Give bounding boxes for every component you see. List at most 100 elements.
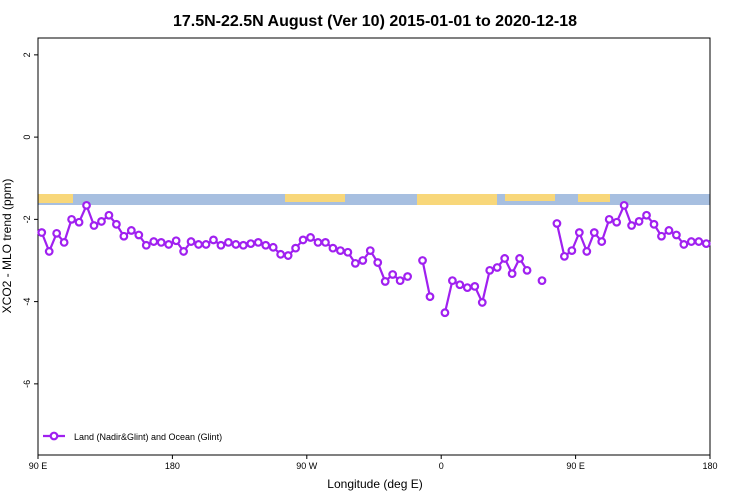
series-marker <box>604 214 614 224</box>
series-marker <box>89 221 99 230</box>
series-marker <box>97 217 106 226</box>
series-marker <box>500 254 510 263</box>
series-marker <box>253 237 263 247</box>
x-tick-label: 90 E <box>29 461 48 471</box>
series-marker <box>223 237 233 247</box>
series-marker <box>313 237 323 247</box>
series-marker <box>612 217 622 227</box>
series-marker <box>194 240 203 249</box>
series-marker <box>82 200 91 210</box>
series-marker <box>104 210 114 220</box>
series-marker <box>52 228 62 238</box>
series-marker <box>149 237 159 246</box>
series-marker <box>350 258 360 268</box>
series-marker <box>462 283 472 293</box>
series-marker <box>388 270 398 279</box>
series-marker <box>649 219 659 229</box>
series-marker <box>574 228 584 237</box>
series-marker <box>619 200 629 210</box>
legend-label: Land (Nadir&Glint) and Ocean (Glint) <box>74 432 222 442</box>
series-marker <box>694 237 704 246</box>
series-marker <box>111 219 121 229</box>
series-marker <box>686 237 696 246</box>
x-axis-label: Longitude (deg E) <box>327 477 422 491</box>
series-marker <box>321 237 330 247</box>
series-marker <box>268 242 278 252</box>
series-marker <box>358 256 368 265</box>
series-marker <box>567 246 577 256</box>
y-tick-label: -2 <box>22 215 32 223</box>
series-marker <box>380 277 390 286</box>
series-marker <box>597 237 607 246</box>
series-marker <box>395 276 405 286</box>
series-marker <box>560 251 569 261</box>
chart-title: 17.5N-22.5N August (Ver 10) 2015-01-01 t… <box>173 13 577 30</box>
y-tick-label: 2 <box>22 52 32 57</box>
series-marker <box>343 247 353 257</box>
series-marker <box>246 239 256 249</box>
series-marker <box>470 281 480 291</box>
series-marker <box>552 219 562 228</box>
y-tick-label: -4 <box>22 298 32 306</box>
x-tick-label: 0 <box>439 461 444 471</box>
series-marker <box>67 214 76 224</box>
series-marker <box>589 228 599 237</box>
series-marker <box>537 276 547 286</box>
series-marker <box>365 246 375 256</box>
series-marker <box>209 235 218 245</box>
x-tick-label: 90 W <box>296 461 318 471</box>
series-marker <box>515 254 524 263</box>
series-marker <box>44 247 54 256</box>
series-marker <box>328 243 338 253</box>
series-marker <box>373 258 383 267</box>
series-marker <box>492 263 502 272</box>
series-marker <box>37 228 47 237</box>
series-marker <box>283 251 293 260</box>
series-marker <box>171 236 181 246</box>
series-marker <box>126 226 136 235</box>
series-marker <box>507 269 517 279</box>
series-marker <box>440 308 450 318</box>
series-marker <box>59 237 69 247</box>
series-marker <box>582 247 592 256</box>
series-marker <box>186 237 196 246</box>
series-marker <box>201 240 211 249</box>
series-marker <box>179 247 189 256</box>
series-marker <box>679 240 689 249</box>
series-marker <box>627 221 636 230</box>
series-marker <box>672 230 681 240</box>
series-marker <box>403 272 413 281</box>
series-marker <box>164 240 174 249</box>
x-tick-label: 180 <box>165 461 180 471</box>
series-marker <box>238 240 248 250</box>
series-marker <box>664 226 674 235</box>
y-axis-label: XCO2 - MLO trend (ppm) <box>0 179 14 314</box>
series-marker <box>298 235 308 245</box>
y-tick-label: -6 <box>22 380 32 388</box>
plot-frame <box>37 37 711 456</box>
series-marker <box>634 217 644 226</box>
series-marker <box>216 240 226 250</box>
x-tick-label: 180 <box>702 461 717 471</box>
series-marker <box>657 231 666 241</box>
series-marker <box>522 265 532 275</box>
series-marker <box>455 280 465 290</box>
series-marker <box>231 240 241 249</box>
series-marker <box>701 239 711 249</box>
series-marker <box>485 265 495 275</box>
series-marker <box>477 298 487 307</box>
series-marker <box>642 210 651 220</box>
x-tick-label: 90 E <box>566 461 585 471</box>
series-marker <box>425 292 435 302</box>
land-ocean-strip <box>38 194 710 205</box>
series-marker <box>306 233 315 242</box>
series-marker <box>418 256 427 265</box>
series-marker <box>448 276 457 286</box>
legend-marker <box>49 431 59 441</box>
series-marker <box>276 249 286 259</box>
series-marker <box>134 230 144 240</box>
series-marker <box>156 237 166 247</box>
y-tick-label: 0 <box>22 135 32 140</box>
series-marker <box>74 217 84 227</box>
